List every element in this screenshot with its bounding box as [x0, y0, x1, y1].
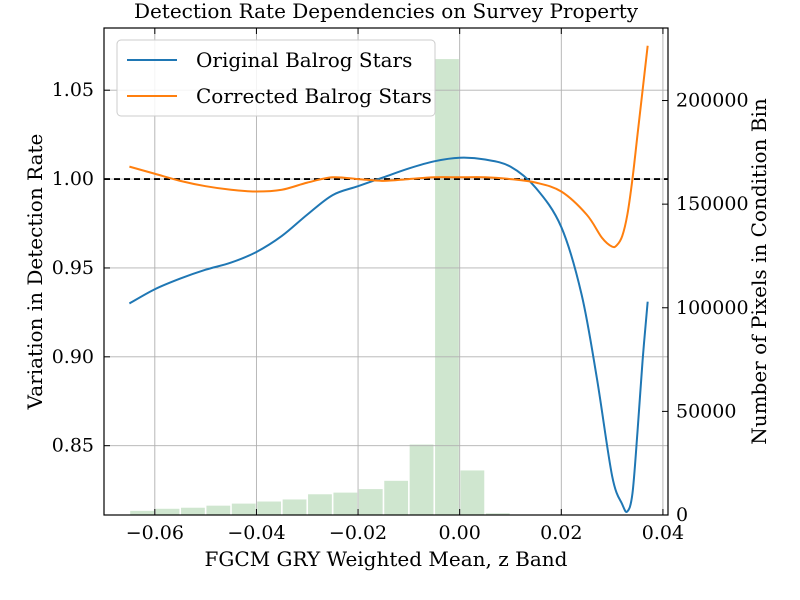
- y2-tick-label: 0: [676, 504, 688, 526]
- x-tick-label: −0.06: [126, 522, 184, 544]
- y2-tick-label: 150000: [676, 193, 749, 215]
- plot-frame: [103, 27, 669, 516]
- y-tick-label: 1.05: [52, 79, 94, 101]
- y2-tick-label: 50000: [676, 400, 736, 422]
- x-tick-label: 0.04: [642, 522, 684, 544]
- histogram-bar: [485, 513, 510, 515]
- histogram-bar: [384, 480, 409, 515]
- histogram-bar: [308, 494, 332, 515]
- histogram-bar: [231, 503, 256, 515]
- histogram-bars: [130, 59, 510, 515]
- x-tick-label: −0.04: [227, 522, 285, 544]
- y2-axis-title: Number of Pixels in Condition Bin: [747, 98, 771, 445]
- histogram-bar: [206, 505, 231, 515]
- axis-ticks: −0.06 −0.04 −0.02 0.00 0.02 0.04 0.85 0.90 0.95 1…: [52, 28, 749, 544]
- chart-title: Detection Rate Dependencies on Survey Pr…: [134, 0, 639, 23]
- legend: Original Balrog Stars Corrected Balrog S…: [116, 39, 436, 117]
- y-tick-label: 0.85: [52, 435, 94, 457]
- histogram-bar: [282, 499, 307, 515]
- legend-box: [116, 39, 436, 117]
- histogram-bar: [409, 444, 434, 515]
- x-tick-label: 0.00: [439, 522, 481, 544]
- legend-label-corrected: Corrected Balrog Stars: [196, 84, 432, 108]
- x-tick-label: 0.02: [540, 522, 582, 544]
- histogram-bar: [358, 489, 383, 515]
- histogram-bar: [130, 510, 155, 515]
- histogram-bar: [155, 508, 180, 515]
- y2-tick-label: 100000: [676, 297, 749, 319]
- histogram-bar: [181, 507, 205, 515]
- histogram-bar: [257, 501, 282, 515]
- y2-tick-label: 200000: [676, 90, 749, 112]
- x-tick-label: −0.02: [329, 522, 387, 544]
- series-original-line: [128, 156, 649, 513]
- x-axis-title: FGCM GRY Weighted Mean, z Band: [205, 547, 568, 571]
- series-lines: [128, 45, 649, 513]
- y-axis-title: Variation in Detection Rate: [23, 134, 47, 411]
- y-tick-label: 1.00: [52, 168, 94, 190]
- legend-label-original: Original Balrog Stars: [196, 48, 412, 72]
- y-tick-label: 0.90: [52, 346, 94, 368]
- histogram-bar: [333, 492, 358, 515]
- histogram-bar: [460, 470, 485, 515]
- series-corrected-line: [129, 45, 649, 249]
- histogram-bar: [435, 59, 459, 515]
- y-tick-label: 0.95: [52, 257, 94, 279]
